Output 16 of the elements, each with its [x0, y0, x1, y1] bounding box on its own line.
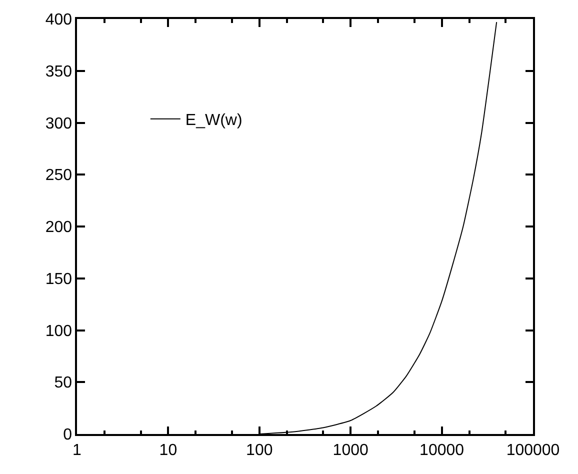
x-tick-label: 1000 — [332, 442, 368, 459]
x-tick-label: 10 — [159, 442, 178, 459]
y-tick-label: 350 — [45, 63, 72, 80]
y-tick-label: 0 — [63, 426, 72, 444]
y-tick-label: 50 — [54, 374, 72, 392]
y-tick-label: 400 — [45, 12, 72, 29]
x-tick-label: 10000 — [420, 442, 464, 459]
x-tick-label: 100 — [246, 442, 273, 459]
y-tick-label: 300 — [45, 115, 72, 132]
y-tick-label: 150 — [45, 270, 72, 288]
legend-label: E_W(w) — [185, 112, 242, 130]
x-tick-label: 100000 — [506, 442, 560, 459]
y-tick-label: 250 — [45, 167, 72, 184]
y-tick-label: 200 — [45, 219, 72, 236]
y-tick-label: 100 — [45, 322, 72, 340]
x-tick-label: 1 — [72, 442, 82, 459]
